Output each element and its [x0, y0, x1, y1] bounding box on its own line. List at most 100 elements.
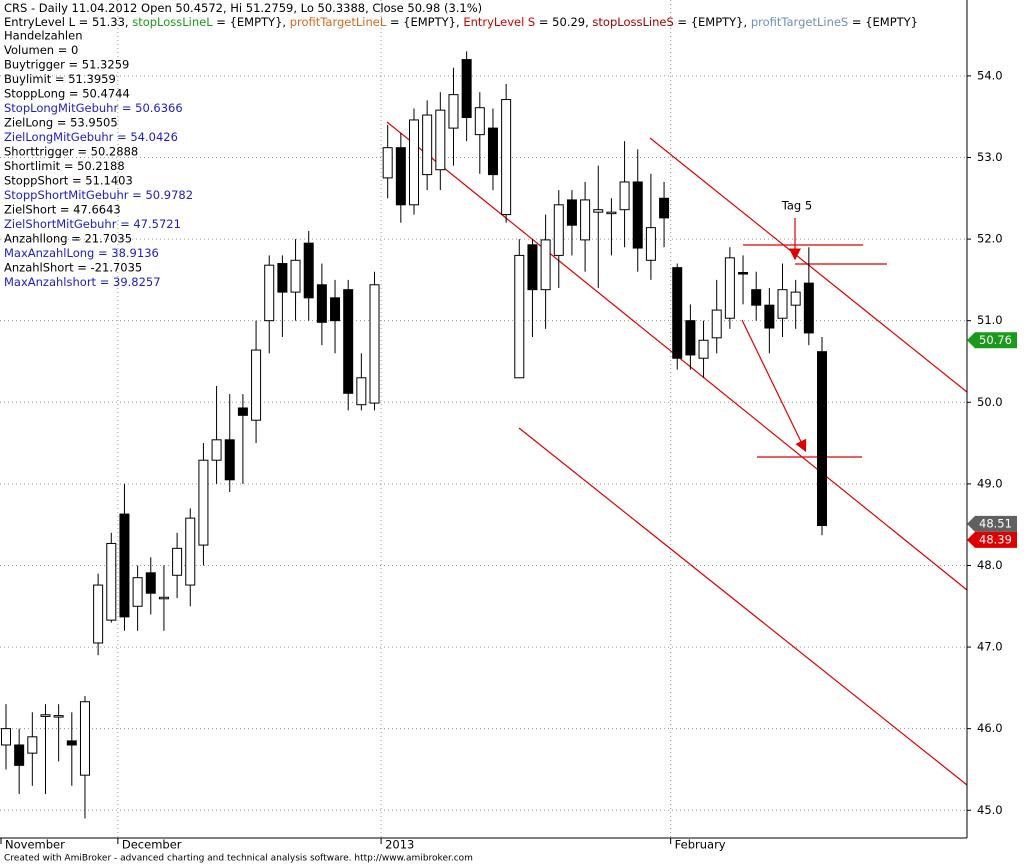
info-line: Buytrigger = 51.3259	[4, 58, 129, 72]
arrow	[741, 319, 807, 453]
candle-body	[27, 736, 38, 754]
candle-body	[185, 517, 196, 586]
header-segment: = {EMPTY},	[674, 15, 751, 29]
info-line: Handelzahlen	[4, 29, 82, 43]
candle-body	[790, 291, 801, 306]
candle-body	[277, 263, 288, 293]
candle-body	[566, 199, 577, 226]
price-label-text: 48.39	[979, 532, 1012, 546]
candle-body	[224, 439, 235, 481]
candle-body	[303, 242, 314, 299]
candle-body	[659, 197, 670, 219]
header-segment: = {EMPTY},	[213, 15, 290, 29]
info-line: StoppShort = 51.1403	[4, 174, 133, 188]
candle-body	[264, 264, 275, 322]
candle-body	[474, 107, 485, 136]
candle-body	[158, 596, 169, 600]
candle-body	[1, 728, 11, 746]
candle-body	[593, 209, 604, 213]
candle-body	[40, 714, 51, 717]
candle-body	[395, 147, 406, 206]
price-label: 48.39	[967, 531, 1017, 548]
x-tick-label: 2013	[385, 838, 414, 852]
candle-body	[645, 227, 656, 261]
info-line: MaxAnzahlshort = 39.8257	[4, 275, 161, 289]
price-label-box	[967, 531, 1017, 548]
header-segment: stopLossLineL	[132, 15, 213, 29]
candle-body	[619, 181, 630, 211]
candle-body	[316, 284, 327, 323]
header-segment: EntryLevel L = 51.33,	[4, 15, 132, 29]
candle-body	[343, 289, 354, 394]
y-tick-label: 54.0	[977, 68, 1003, 82]
candle-body	[606, 211, 617, 215]
candle-body	[132, 577, 143, 607]
candle-body	[580, 199, 591, 241]
candle-body	[514, 254, 525, 379]
header-line: CRS - Daily 11.04.2012 Open 50.4572, Hi …	[4, 1, 482, 15]
info-line: Anzahllong = 21.7035	[4, 232, 132, 246]
y-tick-label: 49.0	[977, 476, 1003, 490]
info-line: Shortlimit = 50.2188	[4, 159, 125, 173]
candle-body	[409, 119, 419, 206]
candle-body	[461, 59, 472, 118]
y-tick-label: 52.0	[977, 232, 1003, 246]
candle-body	[106, 542, 117, 621]
y-tick-label: 48.0	[977, 558, 1003, 572]
info-line: Buylimit = 51.3959	[4, 72, 116, 86]
candle-body	[540, 239, 551, 291]
header-segment: profitTargetLineS	[751, 15, 848, 29]
candle-body	[435, 109, 446, 171]
candle-body	[422, 114, 433, 176]
candle-body	[382, 147, 393, 179]
info-line: StopLongMitGebuhr = 50.6366	[4, 101, 183, 115]
candle-body	[632, 181, 643, 249]
price-label-box	[967, 515, 1017, 532]
header-line: EntryLevel L = 51.33, stopLossLineL = {E…	[4, 15, 918, 29]
candle-body	[685, 320, 696, 356]
y-tick-label: 47.0	[977, 640, 1003, 654]
annotation: Tag 5	[781, 199, 812, 213]
header-segment: = {EMPTY}	[848, 15, 918, 29]
candle-body	[777, 289, 788, 319]
candle-body	[145, 572, 156, 594]
candle-body	[553, 204, 564, 256]
price-label-box	[967, 332, 1017, 349]
header-segment: profitTargetLineL	[290, 15, 387, 29]
header-segment: CRS - Daily 11.04.2012 Open 50.4572, Hi …	[4, 1, 482, 15]
header-segment: = 50.29,	[535, 15, 592, 29]
candle-body	[14, 744, 25, 766]
candle-body	[803, 282, 814, 334]
candle-body	[211, 439, 222, 461]
candle-body	[237, 407, 248, 416]
candle-body	[738, 272, 749, 275]
info-line: StoppShortMitGebuhr = 50.9782	[4, 188, 193, 202]
x-tick-label: February	[675, 838, 726, 852]
header-segment: = {EMPTY},	[386, 15, 463, 29]
info-line: ZielLong = 53.9505	[4, 116, 118, 130]
info-line: ZielShort = 47.6643	[4, 203, 121, 217]
y-tick-label: 45.0	[977, 803, 1003, 817]
info-line: StoppLong = 50.4744	[4, 87, 130, 101]
candle-body	[172, 547, 183, 576]
y-tick-label: 51.0	[977, 313, 1003, 327]
candle-body	[672, 267, 683, 359]
candle-body	[251, 349, 262, 421]
candle-body	[79, 701, 90, 776]
candle-body	[356, 377, 367, 406]
candle-body	[93, 584, 104, 644]
candle-body	[698, 339, 709, 359]
candle-body	[724, 257, 735, 319]
info-line: ZielShortMitGebuhr = 47.5721	[4, 217, 181, 231]
candle-body	[53, 715, 64, 718]
candle-body	[487, 127, 498, 176]
footer: Created with AmiBroker - advanced charti…	[4, 854, 473, 864]
candle-body	[66, 740, 77, 746]
price-label-text: 50.76	[979, 333, 1012, 347]
candle-body	[330, 297, 341, 322]
candle-body	[711, 309, 722, 339]
candle-body	[751, 289, 762, 306]
candle-body	[369, 284, 380, 404]
